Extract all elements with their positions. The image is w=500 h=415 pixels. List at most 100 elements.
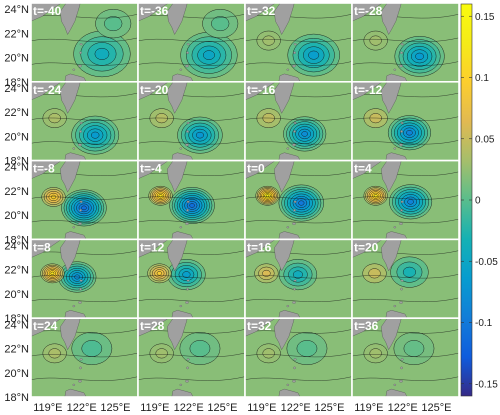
y-tick-label: 24°N: [4, 4, 29, 16]
y-tick-label: 20°N: [4, 368, 29, 380]
panel-t=-4: [138, 160, 245, 240]
eddy-low: [61, 189, 107, 227]
y-tick-label: 18°N: [4, 392, 29, 404]
eddy-low: [287, 33, 340, 77]
eddy-high: [149, 343, 174, 364]
panel-t=-12: [352, 81, 459, 161]
panel-border: [351, 317, 460, 398]
y-tick-label: 22°N: [4, 28, 29, 40]
land: [31, 81, 87, 161]
eddy-high: [40, 263, 65, 284]
eddy-high: [363, 30, 388, 51]
land: [352, 3, 408, 82]
panel-label: t=8: [33, 240, 51, 254]
y-tick-label: 24°N: [4, 83, 29, 95]
panel-t=-40: [31, 3, 138, 82]
panel-label: t=36: [354, 319, 379, 333]
x-tick-label: 122°E: [281, 402, 311, 414]
eddy-low: [71, 331, 113, 366]
panel-t=28: [138, 318, 245, 398]
colorbar-tick-label: -0.05: [475, 257, 498, 268]
panel-t=-32: [245, 3, 352, 82]
panel-label: t=20: [354, 240, 379, 254]
y-tick-label: 20°N: [4, 131, 29, 143]
panel-t=4: [352, 160, 459, 240]
land: [31, 318, 87, 398]
eddy-high: [148, 185, 173, 206]
colorbar-tick-label: -0.15: [475, 379, 498, 390]
land: [245, 3, 301, 82]
panel-label: t=0: [247, 162, 265, 176]
x-tick-label: 125°E: [207, 402, 237, 414]
y-tick-label: 24°N: [4, 319, 29, 331]
panel-grid: t=-40 t=-36 t=-32 t=-28 t=-24 t=-20 t=-16 t=-12…: [30, 2, 460, 398]
panel-label: t=12: [140, 240, 165, 254]
eddy-low: [73, 30, 131, 78]
colorbar-tick-label: 0.05: [475, 134, 495, 145]
eddy-low: [179, 331, 221, 366]
y-tick-label: 22°N: [4, 265, 29, 277]
panel-t=0: [245, 160, 352, 240]
panel-label: t=4: [354, 162, 372, 176]
land: [31, 239, 87, 319]
y-tick-label: 22°N: [4, 344, 29, 356]
eddy-high: [42, 343, 67, 364]
panel-t=-8: [31, 160, 138, 240]
panel-label: t=-24: [33, 83, 62, 97]
y-tick-label: 18°N: [4, 234, 29, 246]
eddy-low: [278, 258, 318, 291]
panel-t=16: [245, 239, 352, 319]
land: [352, 318, 408, 398]
panel-label: t=-28: [354, 4, 383, 18]
colorbar-tick-label: 0.1: [475, 73, 489, 84]
panel-t=24: [31, 318, 138, 398]
panel-label: t=24: [33, 319, 58, 333]
panel-t=-24: [31, 81, 138, 161]
x-tick-label: 125°E: [100, 402, 130, 414]
eddy-low: [169, 187, 215, 224]
colorbar-tick-label: 0.15: [475, 12, 495, 23]
eddy-low: [387, 115, 431, 151]
x-tick-label: 119°E: [140, 402, 169, 414]
eddy-high: [254, 263, 279, 284]
colorbar-tick-label: 0: [475, 196, 481, 207]
panel-label: t=-40: [33, 4, 62, 18]
y-tick-label: 22°N: [4, 186, 29, 198]
panel-t=-36: [138, 3, 245, 82]
eddy-low: [95, 8, 132, 39]
panel-t=12: [138, 239, 245, 319]
y-tick-label: 18°N: [4, 313, 29, 325]
x-tick-label: 122°E: [174, 402, 204, 414]
panel-t=20: [352, 239, 459, 319]
x-tick-label: 125°E: [421, 402, 451, 414]
panel-label: t=-20: [140, 83, 169, 97]
panel-label: t=-4: [140, 162, 162, 176]
land: [352, 160, 408, 240]
eddy-low: [202, 8, 239, 39]
eddy-high: [362, 263, 387, 284]
panel-label: t=28: [140, 319, 165, 333]
land: [138, 160, 194, 240]
land: [31, 160, 87, 240]
land: [138, 239, 194, 319]
land: [245, 160, 301, 240]
eddy-high: [363, 343, 388, 364]
eddy-low: [177, 116, 223, 154]
land: [352, 81, 408, 161]
panel-label: t=32: [247, 319, 272, 333]
land: [31, 3, 87, 82]
panel-label: t=-32: [247, 4, 276, 18]
eddy-high: [256, 343, 281, 364]
y-tick-label: 22°N: [4, 107, 29, 119]
panel-label: t=-8: [33, 162, 55, 176]
land: [138, 81, 194, 161]
x-tick-label: 119°E: [247, 402, 276, 414]
axes-ticks: 24°N22°N20°N18°N24°N22°N20°N18°N24°N22°N…: [4, 4, 451, 414]
panel-t=-28: [352, 3, 459, 82]
panel-t=32: [245, 318, 352, 398]
eddy-low: [389, 184, 433, 220]
x-tick-label: 119°E: [33, 402, 62, 414]
panel-label: t=-12: [354, 83, 383, 97]
panel-t=-16: [245, 81, 352, 161]
